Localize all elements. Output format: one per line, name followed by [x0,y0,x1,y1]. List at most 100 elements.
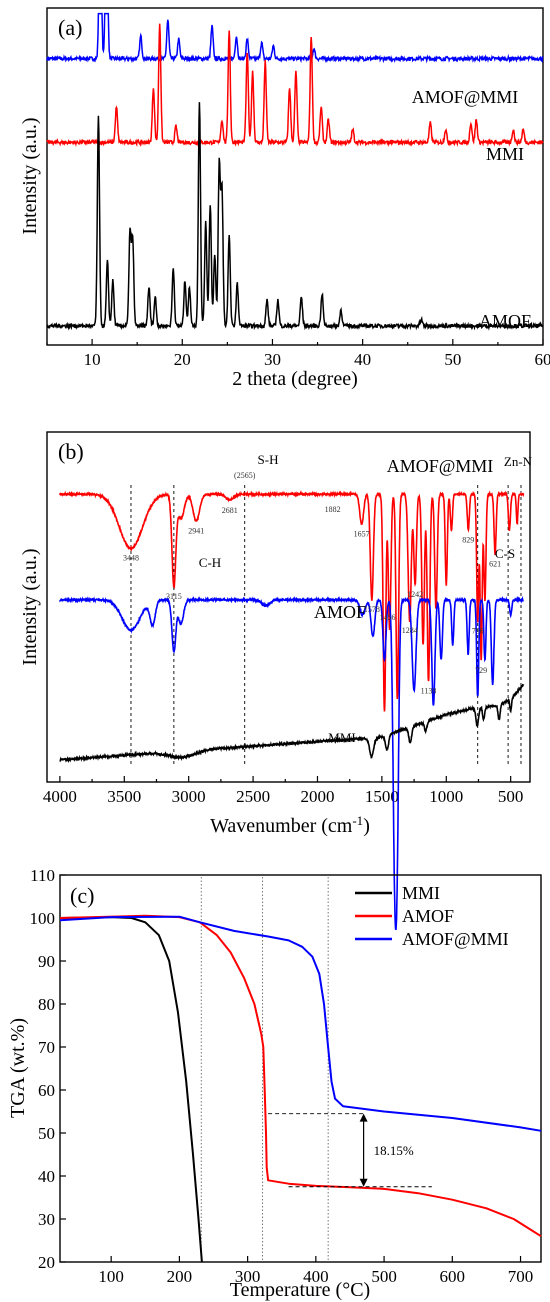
panel-b-peak-label: 1657 [354,529,370,538]
panel-c-series [59,914,542,1263]
panel-b-letter: (b) [58,439,84,464]
panel-c-series-line-amof [59,914,542,1238]
panel-c-annotation: 18.15% [268,1113,432,1188]
panel-c-x-tick-label: 100 [98,1267,124,1286]
panel-c-series-line-amof-mmi [59,915,542,1132]
panel-b-x-axis-title-close: ) [363,815,370,837]
panel-a-x-tick-label: 30 [264,350,281,369]
panel-a-x-tick-label: 20 [174,350,191,369]
panel-b-label-amof: AMOF [314,602,366,622]
panel-b-x-axis-title-sup: -1 [352,813,363,828]
panel-c-tga-chart: (c) 100 200 300 400 500 600 700 20 30 40 50 60 70 80 9… [7,866,542,1301]
panel-c-x-tick-label: 500 [371,1267,397,1286]
panel-c-x-axis-title: Temperature (°C) [230,1279,370,1301]
panel-b-peak-label: 1456 [380,613,396,622]
panel-c-legend-label: AMOF [402,906,454,926]
panel-b-series-line-amof [59,595,524,931]
panel-a-xrd-chart: (a) 10 20 30 40 50 60 2 theta (degree) Intens… [19,7,550,390]
panel-b-x-tick-label: 4000 [43,787,77,806]
panel-b-peak-label: 1882 [325,505,341,514]
panel-b-series-line-mmi [59,683,525,764]
panel-c-annotation-arrow-head-up [359,1113,368,1122]
panel-b-x-tick-label: 1000 [429,787,463,806]
panel-c-series-line-mmi [59,916,203,1263]
panel-c-x-tick-label: 300 [235,1267,261,1286]
panel-b-x-tick-label: 3000 [172,787,206,806]
panel-c-annotation-label: 18.15% [374,1143,414,1158]
panel-a-x-tick-label: 10 [84,350,101,369]
panel-b-peak-label: 829 [462,535,474,544]
panel-b-band-label: C-S [495,546,515,561]
panel-c-x-tick-label: 400 [303,1267,329,1286]
panel-c-y-axis-title: TGA (wt.%) [7,1018,29,1118]
panel-c-ticks: 100 200 300 400 500 600 700 20 30 40 50 60 70 80 90 100… [30,866,534,1286]
panel-c-y-tick-label: 110 [30,866,55,885]
panel-a-label-mmi: MMI [486,144,524,164]
panel-b-x-tick-label: 3500 [107,787,141,806]
panel-b-peak-label: 1284 [402,626,418,635]
panel-c-y-tick-label: 80 [38,995,55,1014]
panel-b-peak-label: 3115 [166,592,182,601]
panel-b-x-axis-title-main: Wavenumber (cm [210,815,353,837]
panel-c-annotation-arrow-head-down [359,1178,368,1187]
panel-a-series [46,12,544,331]
panel-b-frame [46,431,531,783]
panel-a-series-line-mmi [46,23,544,148]
panel-b-band-label: Zn-N [504,454,533,469]
panel-b-band-label: C-H [199,555,221,570]
panel-b-peak-label: 2681 [222,506,238,515]
panel-b-band-label: S-H [258,452,279,467]
panel-a-frame [46,7,544,346]
panel-b-peak-label: 1242 [407,590,423,599]
panel-b-peak-label: 1578 [364,605,380,614]
panel-b-series [59,490,525,931]
panel-b-y-axis-title: Intensity (a.u.) [19,548,41,665]
panel-b-band-labels: C-H S-H C-S Zn-N [199,452,533,570]
panel-a-letter: (a) [58,15,82,40]
panel-b-peak-label: 729 [475,666,487,675]
panel-b-x-tick-label: 2500 [236,787,270,806]
panel-a-label-amof: AMOF [479,311,531,331]
panel-b-x-ticks: 4000 3500 3000 2500 2000 1500 1000 500 [43,776,524,806]
panel-c-y-tick-label: 60 [38,1081,55,1100]
panel-b-peak-label: (2565) [234,471,256,480]
panel-c-y-tick-label: 90 [38,952,55,971]
panel-c-legend-label: AMOF@MMI [402,929,509,949]
panel-a-label-amof-mmi: AMOF@MMI [412,87,519,107]
panel-a-x-ticks: 10 20 30 40 50 60 [46,339,550,369]
panel-b-x-tick-label: 1500 [365,787,399,806]
panel-b-guides [130,485,522,765]
panel-c-letter: (c) [70,883,94,908]
panel-a-x-tick-label: 50 [444,350,461,369]
panel-b-peak-label: 621 [489,560,501,569]
panel-b-peak-label: 2941 [188,526,204,535]
panel-c-y-tick-label: 20 [38,1253,55,1272]
panel-c-x-tick-label: 700 [508,1267,534,1286]
panel-b-peak-label: 756 [472,627,484,636]
panel-a-x-tick-label: 40 [354,350,371,369]
panel-c-y-tick-label: 30 [38,1210,55,1229]
panel-c-guides [200,877,329,1262]
panel-a-x-axis-title: 2 theta (degree) [232,368,357,390]
panel-b-ftir-chart: (b) 4000 3500 3000 2500 2000 1500 1000 500 3448… [19,431,533,931]
panel-a-series-line-amof-mmi [46,12,544,64]
panel-c-y-tick-label: 100 [30,909,56,928]
panel-b-series-line-amof-mmi [59,490,525,712]
panel-c-legend-label: MMI [402,883,440,903]
panel-c-y-tick-label: 50 [38,1124,55,1143]
panel-c-y-tick-label: 70 [38,1038,55,1057]
panel-a-x-tick-label: 60 [535,350,550,369]
panel-b-x-axis-title: Wavenumber (cm-1) [210,813,370,838]
panel-c-legend: MMI AMOF AMOF@MMI [355,883,509,949]
panel-a-series-line-amof [46,102,544,331]
panel-b-x-tick-label: 2000 [300,787,334,806]
panel-c-x-tick-label: 200 [167,1267,193,1286]
panel-c-y-tick-label: 40 [38,1167,55,1186]
panel-b-x-tick-label: 500 [498,787,524,806]
panel-b-peak-label: 1138 [421,686,437,695]
panel-b-peak-label: 3448 [123,554,139,563]
panel-a-y-axis-title: Intensity (a.u.) [19,117,41,234]
panel-c-x-tick-label: 600 [440,1267,466,1286]
